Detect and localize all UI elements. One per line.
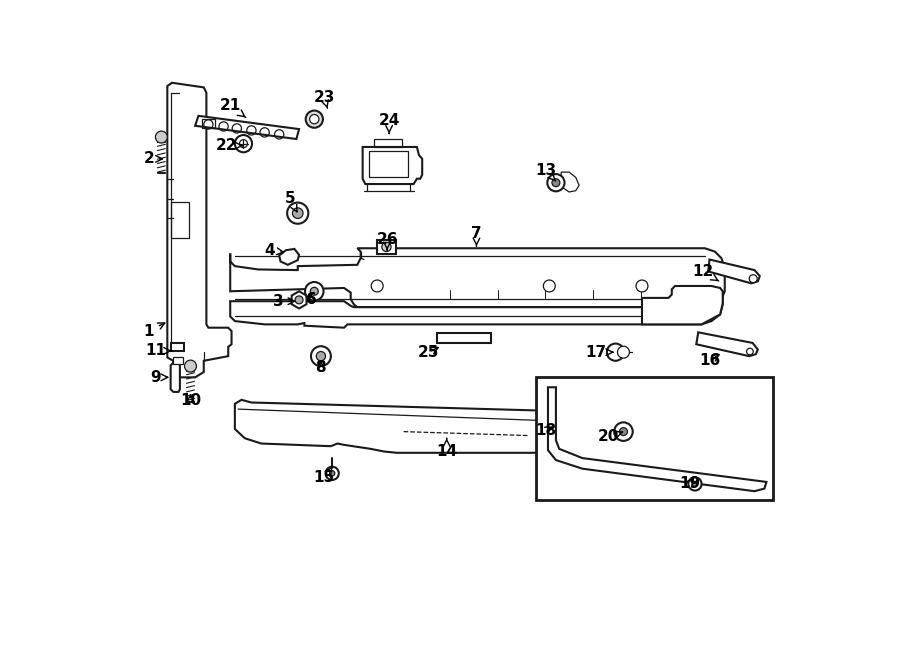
- Circle shape: [156, 131, 167, 143]
- Polygon shape: [235, 400, 705, 453]
- Text: 8: 8: [316, 360, 326, 375]
- Polygon shape: [548, 387, 767, 491]
- Text: 17: 17: [585, 345, 613, 359]
- Circle shape: [287, 203, 309, 224]
- Circle shape: [305, 282, 324, 301]
- Polygon shape: [708, 260, 760, 283]
- Bar: [536, 377, 773, 500]
- Circle shape: [371, 280, 383, 292]
- Text: 25: 25: [418, 345, 439, 359]
- Circle shape: [316, 352, 326, 361]
- Polygon shape: [642, 286, 723, 324]
- Circle shape: [310, 287, 319, 295]
- Text: 19: 19: [680, 476, 700, 491]
- Polygon shape: [436, 333, 491, 343]
- Circle shape: [547, 174, 564, 191]
- Text: 11: 11: [145, 344, 172, 358]
- Circle shape: [614, 422, 633, 441]
- Circle shape: [295, 296, 303, 304]
- Text: 15: 15: [314, 467, 335, 485]
- Bar: [171, 202, 188, 238]
- Text: 14: 14: [436, 438, 457, 459]
- Polygon shape: [292, 291, 307, 308]
- Text: 26: 26: [376, 232, 398, 250]
- Circle shape: [329, 471, 335, 476]
- Circle shape: [747, 348, 753, 355]
- Circle shape: [749, 275, 757, 283]
- Text: 6: 6: [306, 292, 317, 307]
- Circle shape: [382, 242, 392, 252]
- Circle shape: [184, 360, 196, 372]
- Circle shape: [607, 344, 624, 361]
- Circle shape: [311, 346, 331, 366]
- Circle shape: [326, 467, 338, 480]
- Bar: [171, 343, 184, 351]
- Circle shape: [617, 346, 629, 358]
- Circle shape: [692, 481, 698, 487]
- Polygon shape: [230, 248, 724, 307]
- Text: 10: 10: [180, 393, 201, 408]
- Text: 18: 18: [536, 423, 556, 438]
- Text: 7: 7: [472, 226, 482, 246]
- Bar: [174, 357, 184, 364]
- Text: 24: 24: [378, 113, 400, 134]
- Circle shape: [310, 115, 319, 124]
- Text: 5: 5: [284, 191, 297, 212]
- Polygon shape: [697, 332, 758, 356]
- Circle shape: [544, 280, 555, 292]
- Text: 20: 20: [598, 430, 623, 444]
- Bar: [377, 240, 396, 254]
- Circle shape: [552, 179, 560, 187]
- Bar: [202, 119, 215, 128]
- Text: 23: 23: [313, 91, 335, 109]
- Bar: [369, 151, 408, 177]
- Circle shape: [306, 111, 323, 128]
- Polygon shape: [195, 116, 299, 139]
- Polygon shape: [562, 172, 579, 192]
- Bar: [374, 139, 401, 147]
- Text: 12: 12: [692, 264, 719, 281]
- Text: 4: 4: [265, 243, 284, 258]
- Text: 22: 22: [215, 138, 243, 153]
- Polygon shape: [363, 147, 422, 184]
- Polygon shape: [279, 249, 299, 265]
- Text: 21: 21: [220, 99, 246, 117]
- Polygon shape: [230, 291, 723, 328]
- Text: 9: 9: [150, 370, 167, 385]
- Polygon shape: [171, 363, 180, 392]
- Text: 16: 16: [699, 354, 720, 368]
- Circle shape: [688, 477, 702, 491]
- Text: 13: 13: [536, 164, 556, 181]
- Circle shape: [292, 208, 303, 218]
- Circle shape: [619, 428, 627, 436]
- Circle shape: [636, 280, 648, 292]
- Text: 2: 2: [143, 152, 162, 166]
- Text: 1: 1: [143, 323, 165, 338]
- Polygon shape: [167, 83, 231, 377]
- Text: 3: 3: [273, 294, 294, 308]
